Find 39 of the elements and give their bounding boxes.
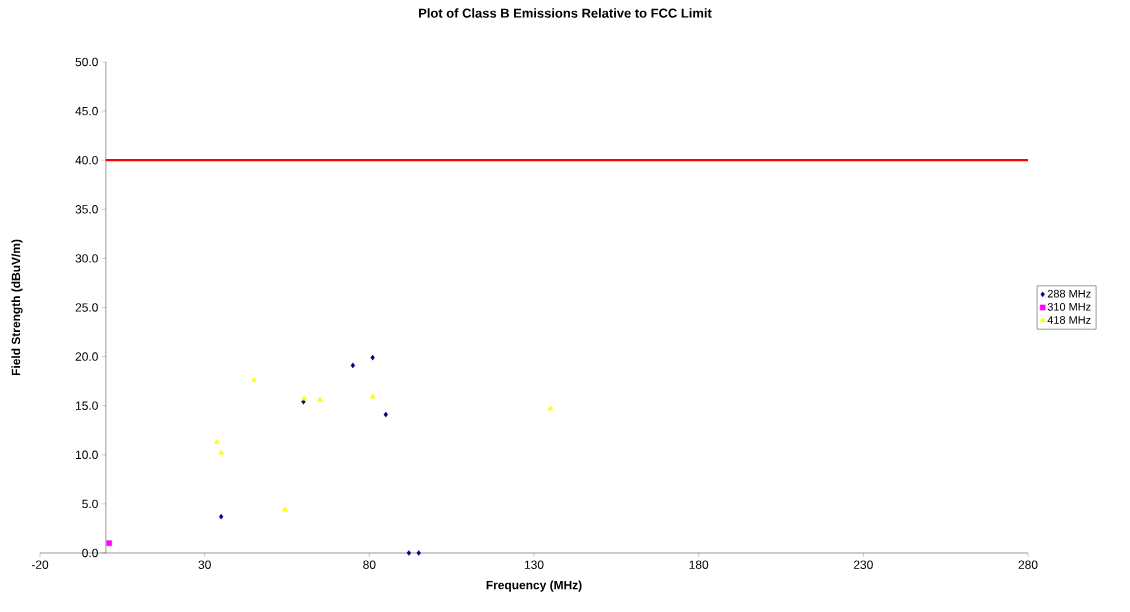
x-tick-label: 30 xyxy=(198,560,211,569)
point xyxy=(301,395,307,401)
y-tick-label: 25.0 xyxy=(75,303,98,312)
y-tick-label: 45.0 xyxy=(75,106,98,116)
y-tick-label: 10.0 xyxy=(75,450,98,460)
x-tick-label: 280 xyxy=(1018,560,1038,569)
x-tick-label: 230 xyxy=(853,560,873,569)
point xyxy=(369,393,376,399)
point xyxy=(218,449,224,455)
y-axis-title: Field Strength (dBuV/m) xyxy=(11,239,23,376)
x-tick-label: 180 xyxy=(689,560,709,569)
y-tick-label: 0.0 xyxy=(82,548,98,558)
x-tick-label: -20 xyxy=(31,560,49,569)
x-tick-label: 130 xyxy=(524,560,544,569)
y-tick-label: 5.0 xyxy=(82,499,98,509)
legend-label: 418 MHz xyxy=(1047,316,1091,324)
y-tick-label: 15.0 xyxy=(75,401,98,410)
x-tick-label: 80 xyxy=(363,560,376,569)
x-axis-title: Frequency (MHz) xyxy=(486,580,582,592)
y-tick-label: 40.0 xyxy=(75,155,98,165)
y-tick-label: 35.0 xyxy=(75,205,98,214)
point xyxy=(251,376,257,382)
point xyxy=(406,550,412,556)
legend-label: 288 MHz xyxy=(1047,289,1091,298)
point xyxy=(350,362,356,369)
y-tick-label: 30.0 xyxy=(75,254,98,263)
y-tick-label: 50.0 xyxy=(75,57,98,67)
point xyxy=(370,354,375,361)
point xyxy=(383,411,388,418)
y-tick-label: 20.0 xyxy=(75,352,98,361)
point xyxy=(547,405,554,411)
point xyxy=(214,438,220,444)
point xyxy=(106,540,112,546)
point xyxy=(218,513,224,520)
point xyxy=(416,550,421,556)
point xyxy=(317,396,323,402)
legend-label: 310 MHz xyxy=(1047,302,1091,311)
chart-title: Plot of Class B Emissions Relative to FCC Limit xyxy=(419,8,712,18)
point xyxy=(282,506,288,512)
